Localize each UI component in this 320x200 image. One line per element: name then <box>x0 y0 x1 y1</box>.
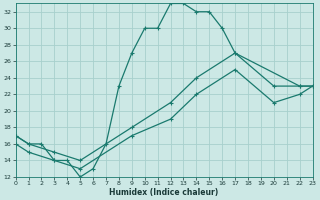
X-axis label: Humidex (Indice chaleur): Humidex (Indice chaleur) <box>109 188 219 197</box>
